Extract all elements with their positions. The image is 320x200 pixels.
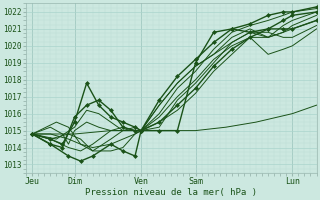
X-axis label: Pression niveau de la mer( hPa ): Pression niveau de la mer( hPa ) bbox=[85, 188, 257, 197]
